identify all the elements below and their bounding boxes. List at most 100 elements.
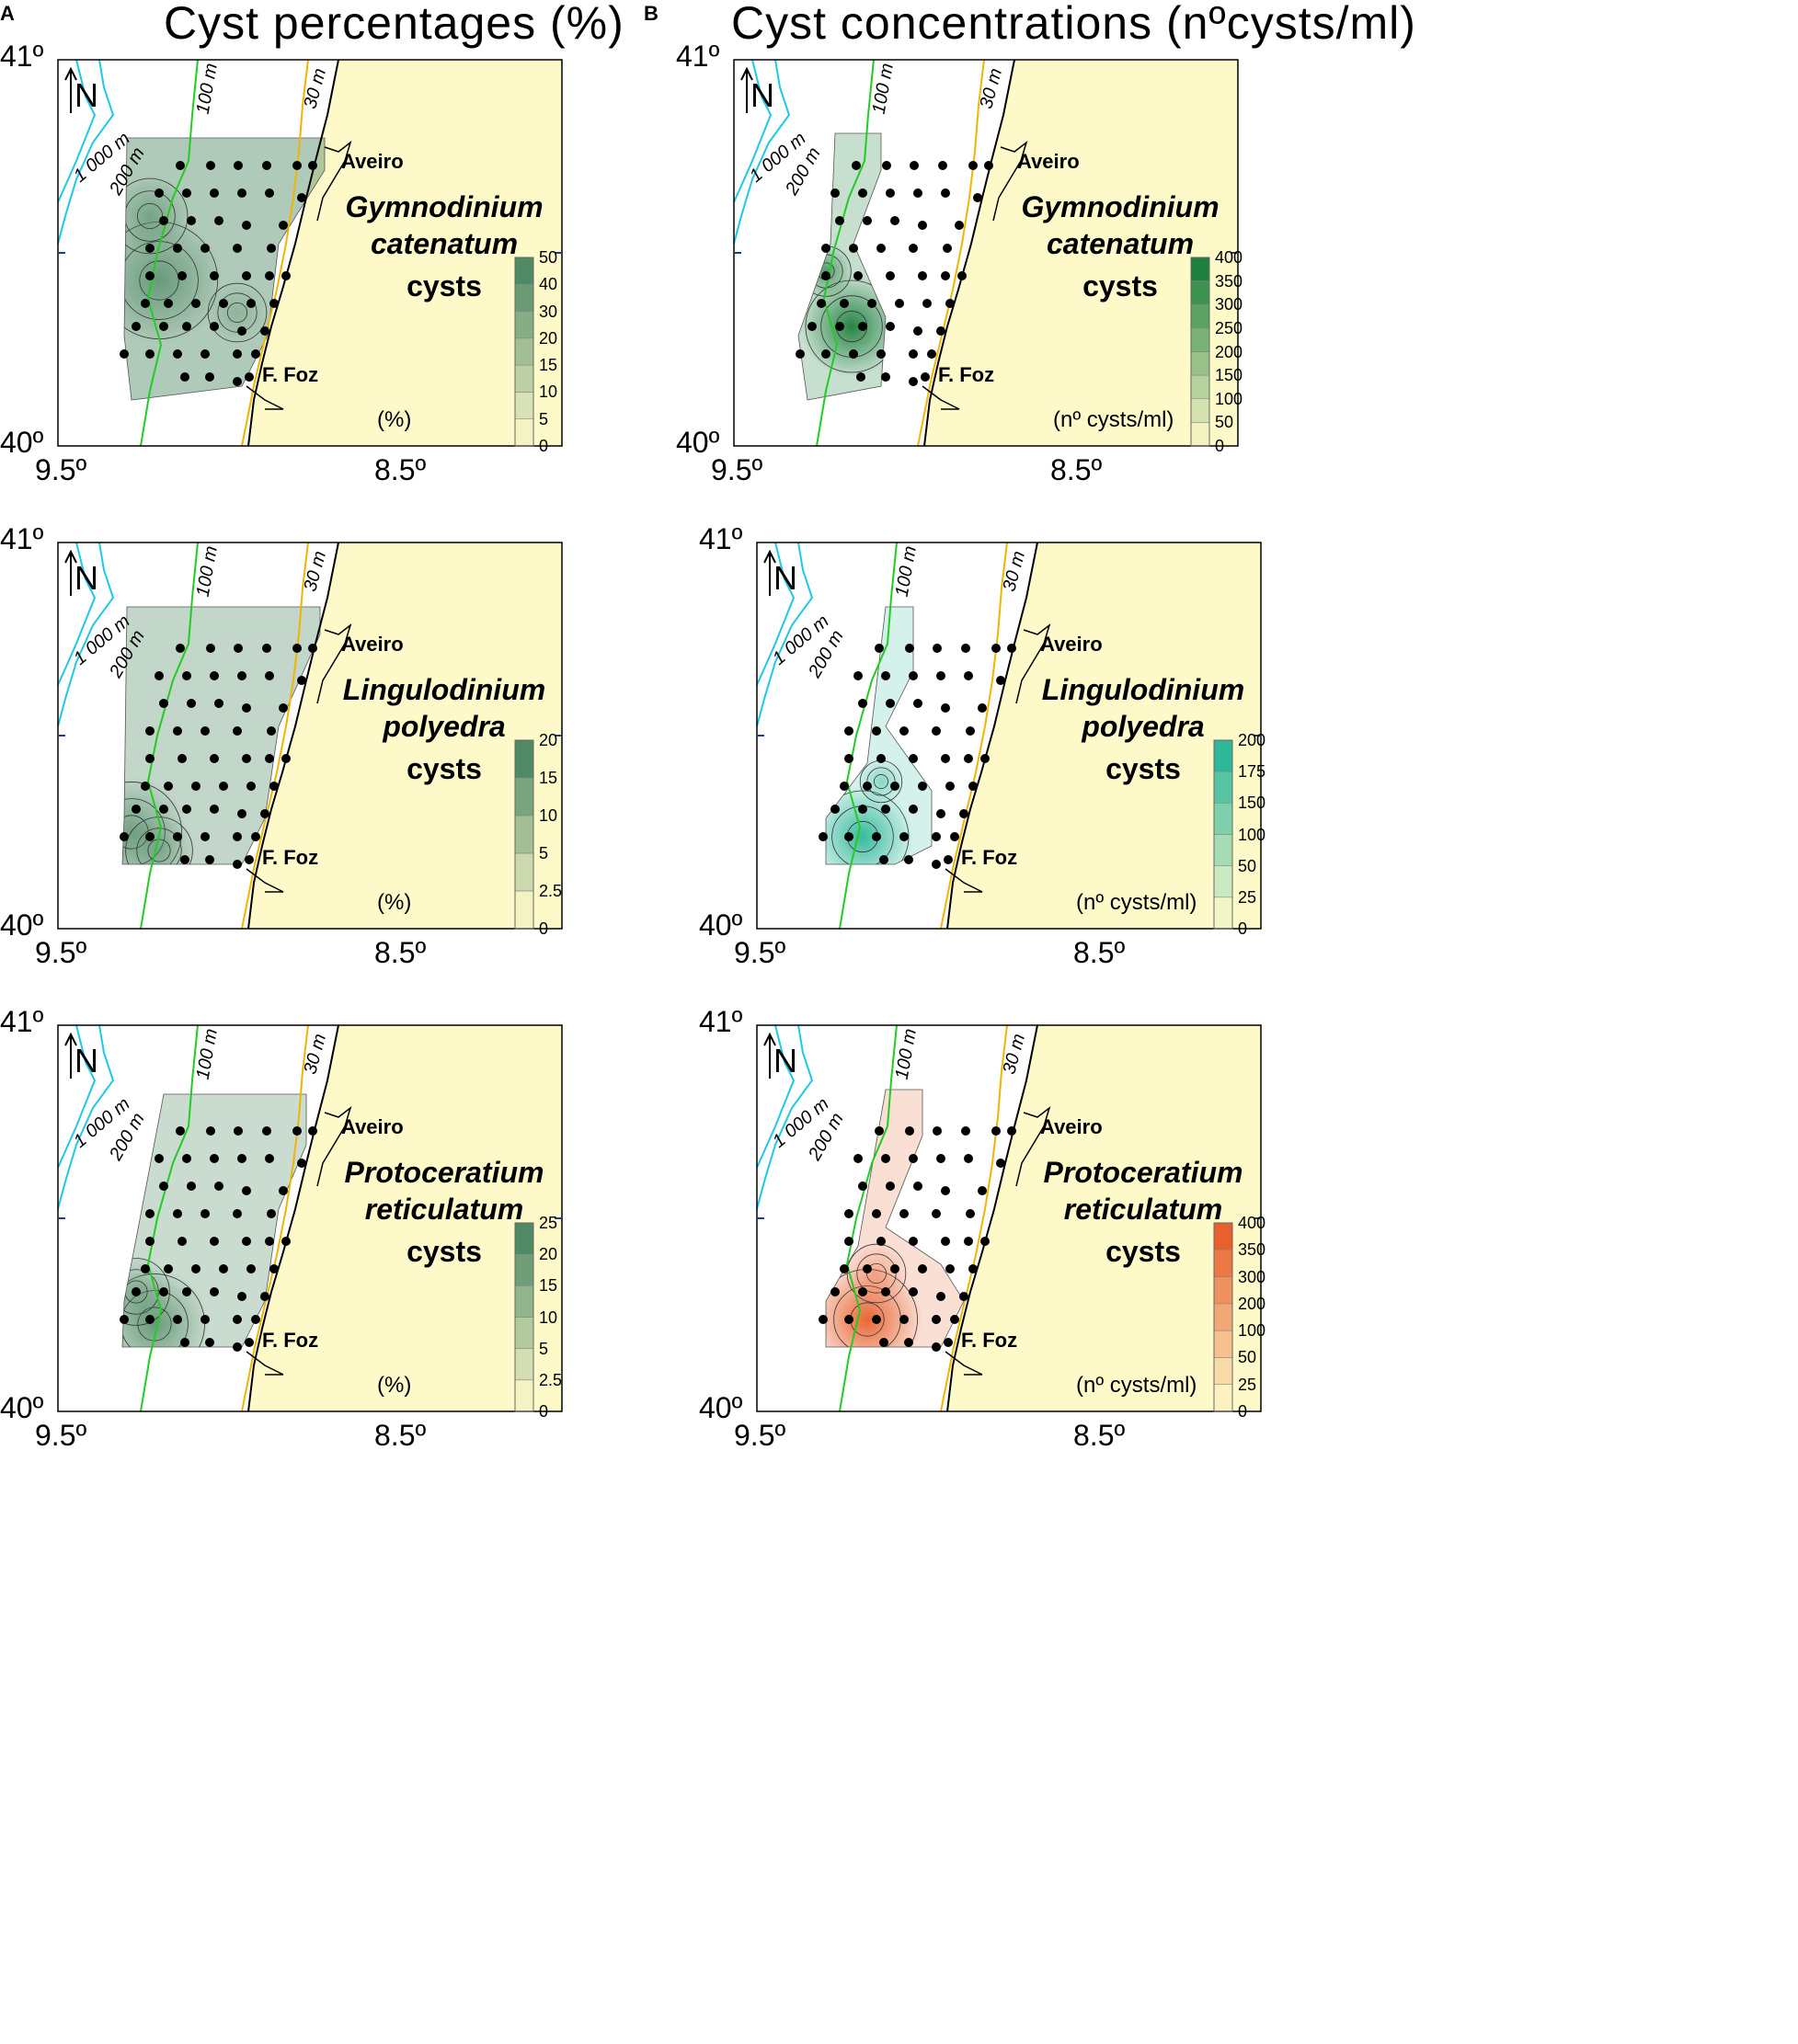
isobath-1000 (57, 1024, 97, 1169)
sampling-station (899, 832, 909, 841)
unit-label: (nº cysts/ml) (1053, 407, 1174, 432)
sampling-station (905, 644, 914, 653)
sampling-station (205, 855, 214, 864)
sampling-station (964, 1154, 973, 1163)
land-area (248, 542, 562, 929)
sampling-station (913, 699, 922, 708)
sampling-station (895, 299, 904, 308)
sampling-station (904, 855, 913, 864)
aveiro-lagoon (1015, 622, 1051, 704)
scale-tick-label: 0 (539, 919, 549, 938)
ffoz-label: F. Foz (961, 846, 1018, 869)
isobath-200 (57, 59, 115, 245)
sampling-station (853, 1154, 863, 1163)
sampling-station (265, 1237, 274, 1246)
scale-swatch (1190, 327, 1210, 352)
sampling-station (155, 1154, 164, 1163)
scale-frame (1213, 739, 1233, 930)
map-canvas (57, 542, 563, 930)
sampling-station (155, 188, 164, 198)
figueira-estuary (246, 868, 284, 893)
scale-tick-label: 10 (539, 806, 558, 825)
sampling-station (899, 1209, 909, 1218)
isobath-200 (756, 542, 814, 727)
sampling-station (858, 805, 867, 814)
species-genus: Gymnodinium (1021, 190, 1220, 223)
sampling-station (269, 1264, 279, 1273)
sampling-station (909, 349, 918, 359)
isobath-200 (57, 542, 115, 727)
north-label: N (74, 559, 98, 597)
sampling-station (145, 1315, 155, 1324)
sampling-station (245, 1338, 254, 1347)
contour-line (125, 816, 193, 864)
sampling-station (180, 372, 189, 382)
sampling-station (849, 244, 858, 253)
scale-swatch (514, 418, 534, 447)
sampling-station (849, 349, 858, 359)
sampling-station (957, 271, 967, 280)
species-label: Lingulodinium polyedra cysts (325, 671, 564, 787)
sampling-station (141, 782, 150, 791)
sampling-station (844, 754, 853, 763)
sampling-station (978, 1186, 987, 1195)
sampling-station (932, 832, 941, 841)
scale-tick-label: 5 (539, 844, 549, 862)
sampling-station (219, 782, 228, 791)
lon-left-label: 9.5º (35, 936, 87, 969)
sampling-station (852, 161, 861, 170)
scale-swatch (1190, 351, 1210, 376)
column-title-b: Cyst concentrations (nºcysts/ml) (731, 0, 1416, 49)
sampling-station (262, 1126, 271, 1136)
scale-swatch (1213, 834, 1233, 866)
sampling-station (821, 244, 830, 253)
sampling-station (858, 188, 867, 198)
sampling-station (844, 1209, 853, 1218)
column-letter-a: A (0, 2, 15, 25)
scale-tick-label: 5 (539, 1339, 549, 1358)
land-area (924, 60, 1238, 446)
sampling-station (173, 832, 182, 841)
species-label: Gymnodinium catenatum cysts (1001, 188, 1240, 304)
sampling-station (173, 1209, 182, 1218)
sampling-station (214, 216, 223, 225)
scale-swatch (1213, 1276, 1233, 1305)
scale-tick-label: 100 (1238, 1321, 1266, 1341)
sampling-station (945, 782, 955, 791)
sampling-station (159, 699, 168, 708)
contour-outline (123, 137, 326, 401)
sampling-station (941, 703, 950, 713)
sampling-station (933, 1126, 942, 1136)
scale-tick-label: 350 (1238, 1240, 1266, 1260)
sampling-station (182, 1154, 191, 1163)
scale-tick-label: 25 (539, 1214, 558, 1232)
sampling-station (875, 1126, 884, 1136)
scale-frame (514, 1222, 534, 1412)
sampling-station (200, 244, 210, 253)
sampling-station (980, 754, 990, 763)
sampling-station (265, 188, 274, 198)
sampling-station (237, 188, 246, 198)
sampling-station (991, 644, 1001, 653)
scale-swatch (514, 392, 534, 419)
sampling-station (867, 299, 876, 308)
scale-swatch (1190, 398, 1210, 423)
sampling-station (941, 754, 950, 763)
figueira-estuary (922, 385, 960, 410)
sampling-station (187, 216, 196, 225)
scale-tick-label: 250 (1215, 318, 1243, 337)
sampling-station (233, 1209, 242, 1218)
sampling-station (205, 372, 214, 382)
lon-left-label: 9.5º (734, 936, 786, 969)
sampling-station (132, 805, 141, 814)
sampling-station (233, 1315, 242, 1324)
sampling-station (210, 671, 219, 680)
sampling-station (159, 1182, 168, 1191)
sampling-station (944, 1338, 953, 1347)
sampling-station (234, 1126, 243, 1136)
sampling-station (909, 1287, 918, 1296)
sampling-station (265, 1154, 274, 1163)
sampling-station (145, 726, 155, 736)
